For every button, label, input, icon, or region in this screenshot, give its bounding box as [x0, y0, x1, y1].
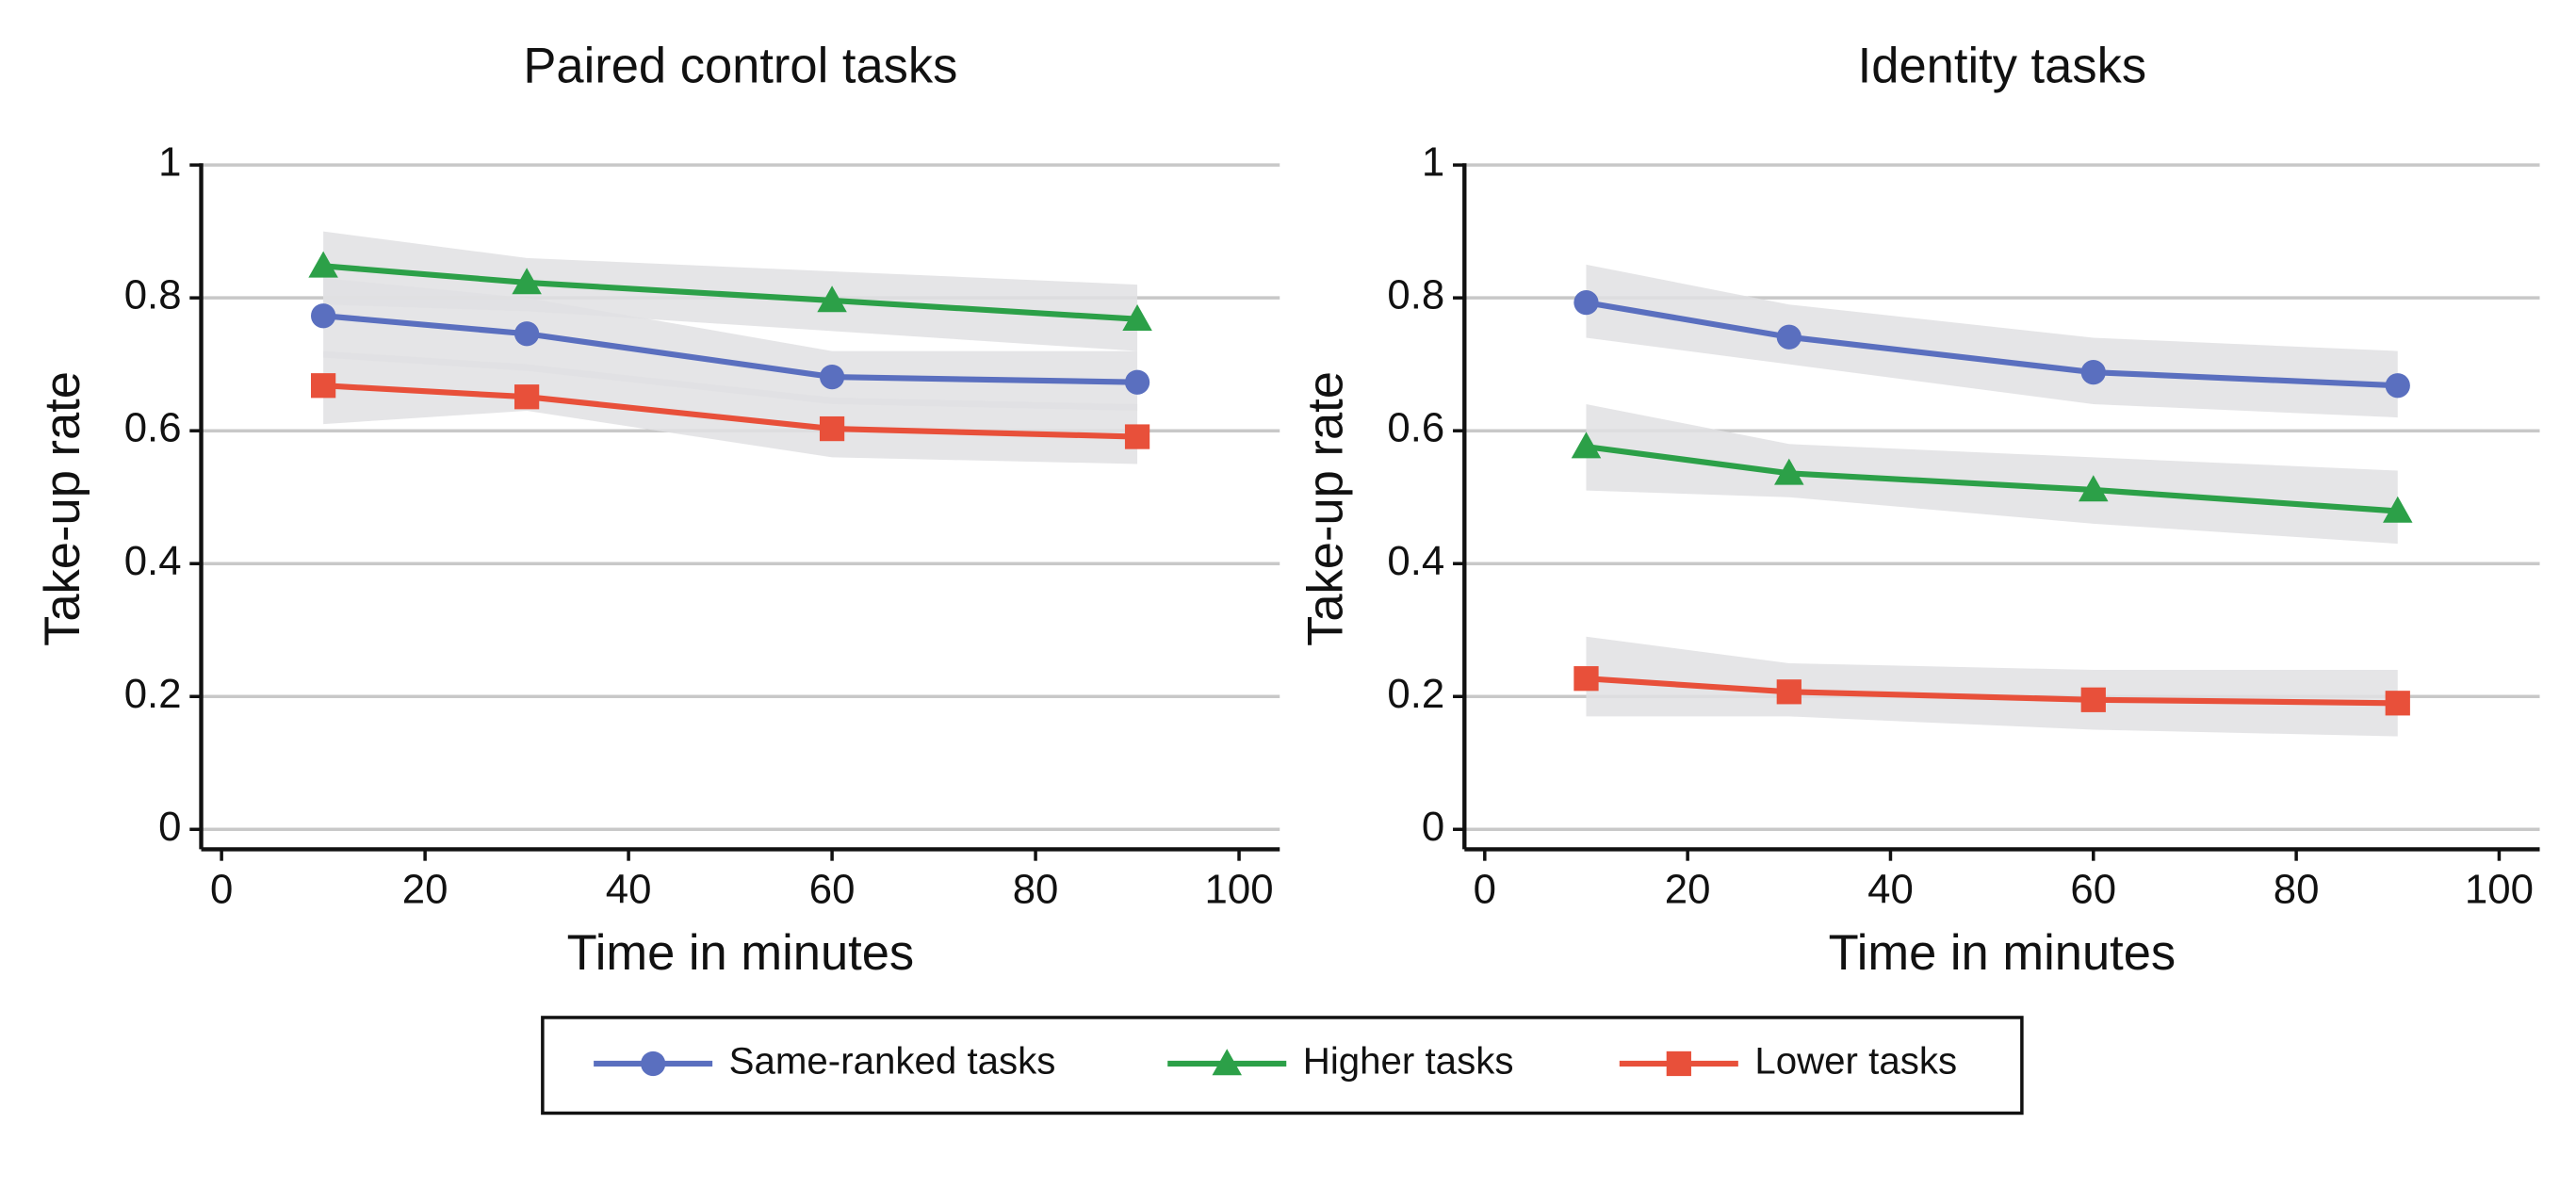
marker [514, 321, 540, 347]
x-tick-label: 80 [1013, 866, 1059, 912]
x-tick-label: 100 [1205, 866, 1274, 912]
series-line [322, 313, 1138, 385]
y-axis-label: Take-up rate [35, 371, 90, 646]
x-tick-label: 0 [210, 866, 233, 912]
x-tick-label: 40 [1867, 866, 1914, 912]
marker [819, 415, 845, 442]
x-tick-label: 20 [402, 866, 448, 912]
marker [311, 373, 336, 399]
marker [819, 364, 845, 390]
marker [2385, 691, 2410, 716]
y-axis-label: Take-up rate [1298, 371, 1354, 646]
x-tick-label: 20 [1665, 866, 1711, 912]
chart-title: Paired control tasks [523, 38, 957, 93]
marker [1776, 679, 1802, 705]
series-line [322, 383, 1138, 440]
y-tick-label: 1 [1422, 139, 1444, 186]
marker [1124, 424, 1150, 449]
marker [817, 285, 847, 313]
x-tick-label: 0 [1474, 866, 1496, 912]
marker [1573, 289, 1599, 316]
legend-label: Same-ranked tasks [729, 1040, 1056, 1083]
marker [1212, 1049, 1242, 1076]
marker [1571, 432, 1602, 459]
marker [311, 303, 336, 329]
marker [1122, 303, 1152, 331]
marker [640, 1051, 666, 1077]
series-line [1585, 300, 2398, 389]
marker [1776, 324, 1802, 350]
confidence-band [1586, 264, 2398, 418]
marker [2383, 496, 2413, 523]
marker [2080, 360, 2106, 385]
marker [514, 384, 540, 410]
confidence-band [1586, 403, 2398, 545]
x-tick-label: 60 [2070, 866, 2116, 912]
marker [1124, 369, 1150, 395]
series-line [1586, 444, 2398, 514]
y-tick-label: 0.8 [124, 272, 182, 318]
x-tick-label: 40 [606, 866, 652, 912]
x-tick-label: 100 [2465, 866, 2534, 912]
y-tick-label: 0.4 [1387, 538, 1444, 584]
y-tick-label: 0.8 [1387, 272, 1444, 318]
marker [1666, 1051, 1691, 1077]
marker [512, 268, 542, 295]
marker [2080, 687, 2106, 712]
x-axis-label: Time in minutes [567, 925, 915, 981]
confidence-band [1586, 636, 2398, 737]
y-tick-label: 0.6 [1387, 405, 1444, 451]
confidence-band [323, 231, 1138, 351]
y-tick-label: 0.2 [124, 671, 182, 717]
marker [1573, 666, 1599, 692]
legend-label: Lower tasks [1754, 1040, 1957, 1083]
legend-label: Higher tasks [1303, 1040, 1514, 1083]
series-line [322, 263, 1138, 322]
marker [2079, 475, 2109, 502]
marker [1774, 458, 1804, 485]
x-axis-label: Time in minutes [1829, 925, 2177, 981]
series-line [1586, 676, 2398, 707]
y-tick-label: 0 [158, 804, 181, 850]
y-tick-label: 0.4 [124, 538, 182, 584]
y-tick-label: 0.6 [124, 405, 182, 451]
marker [308, 251, 338, 278]
y-tick-label: 0.2 [1387, 671, 1444, 717]
confidence-band [323, 350, 1138, 464]
marker [2385, 373, 2410, 399]
y-tick-label: 0 [1422, 804, 1444, 850]
x-tick-label: 60 [809, 866, 856, 912]
y-tick-label: 1 [158, 139, 181, 186]
x-tick-label: 80 [2274, 866, 2320, 912]
chart-title: Identity tasks [1858, 38, 2146, 93]
